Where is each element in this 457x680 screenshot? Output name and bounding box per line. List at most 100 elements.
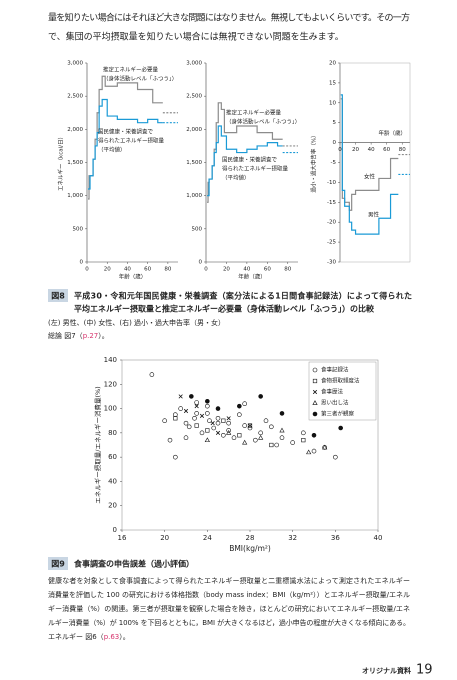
y-tick-label: 2,500 <box>67 94 83 100</box>
point <box>178 406 183 411</box>
y-axis-title: 過小・過大申告率（%） <box>310 132 318 192</box>
point <box>211 425 217 431</box>
x-tick-label: 80 <box>284 267 291 273</box>
page-link[interactable]: p.27 <box>83 332 99 340</box>
y-tick-label: 2,000 <box>67 127 83 133</box>
y-tick-label: 0 <box>113 526 117 534</box>
y-tick-label: 10 <box>329 100 336 106</box>
x-tick-label: 80 <box>399 147 406 153</box>
annotation: 女性 <box>364 173 376 181</box>
legend-marker <box>312 411 318 417</box>
point <box>338 425 343 431</box>
figure-label-box <box>48 289 68 302</box>
point <box>199 413 205 418</box>
annotation: 国民健康・栄養調査で <box>222 156 278 164</box>
y-tick-label: -30 <box>327 260 336 266</box>
y-tick-label: -10 <box>327 180 336 186</box>
x-tick-label: 20 <box>352 147 359 153</box>
point <box>269 424 274 430</box>
point <box>247 423 253 428</box>
figure-caption: 平成30・令和元年国民健康・栄養調査（案分法による1日間食事記録法）によって得ら… <box>74 291 412 301</box>
series-line <box>88 98 163 190</box>
figure-caption: 食事調査の申告誤差（過小評価） <box>74 559 194 569</box>
figure-ref: 総論 図7（p.27）。 <box>48 331 109 340</box>
point <box>194 404 199 409</box>
point <box>258 394 263 399</box>
y-tick-label: -15 <box>327 200 336 206</box>
y-tick-label: 3,000 <box>67 61 83 67</box>
x-tick-label: 20 <box>160 534 169 542</box>
legend-marker <box>312 378 318 384</box>
y-tick-label: 1,500 <box>67 160 83 166</box>
point <box>149 372 155 377</box>
y-tick-label: 140 <box>104 356 117 364</box>
y-tick-label: -25 <box>327 240 336 246</box>
point <box>194 411 199 416</box>
series-line <box>340 94 399 235</box>
point <box>186 424 192 430</box>
point <box>231 435 237 441</box>
point <box>247 423 253 428</box>
point <box>237 412 242 417</box>
point <box>194 400 199 405</box>
x-axis-title: 年齢（歳） <box>378 129 406 137</box>
legend-box <box>308 361 377 421</box>
paragraph-line: 量を知りたい場合にはそれほど大きな問題にはなりません。無視してもよいくらいです。… <box>48 12 410 24</box>
point <box>279 427 285 433</box>
point <box>183 408 189 414</box>
x-tick-label: 60 <box>383 147 390 153</box>
point <box>215 420 221 426</box>
point <box>210 421 215 426</box>
legend-label: 食事歴法 <box>321 388 344 396</box>
paragraph-line: 消費量を評価した 100 の研究における体格指数（body mass index… <box>48 590 410 599</box>
legend-label: 食物摂取頻度法 <box>321 377 360 385</box>
x-tick-label: 24 <box>203 534 212 542</box>
point <box>311 448 317 454</box>
y-tick-label: 1,000 <box>67 193 83 199</box>
annotation: 得られたエネルギー摂取量 <box>222 165 289 173</box>
point <box>215 415 221 421</box>
annotation: 国民健康・栄養調査で <box>98 128 154 136</box>
point <box>215 406 221 411</box>
figure-caption: 平均エネルギー摂取量と推定エネルギー必要量（身体活動レベル「ふつう」）の比較 <box>74 304 375 314</box>
page-number: 19 <box>416 663 433 678</box>
point <box>221 418 226 423</box>
point <box>221 432 226 438</box>
y-tick-label: 0 <box>80 260 84 266</box>
annotation: 得られたエネルギー摂取量 <box>98 137 165 145</box>
figure-ref: エネルギー 図6（p.63）。 <box>48 633 130 641</box>
x-tick-label: 16 <box>118 534 127 542</box>
y-tick-label: 500 <box>192 226 203 232</box>
point <box>183 435 189 441</box>
plot-frame <box>339 62 411 263</box>
page-link[interactable]: p.63 <box>104 633 120 641</box>
paragraph-line: ギー消費量（%）の関連。第三者が摂取量を観察した場合を除き，ほとんどの研究におい… <box>48 604 410 613</box>
y-tick-label: 2,000 <box>186 127 202 133</box>
annotation: （平均値） <box>222 174 250 182</box>
figure-label: 図8 <box>51 292 65 301</box>
y-tick-label: -20 <box>327 220 336 226</box>
point <box>173 412 178 417</box>
figure-subcaption: (左) 男性、(中) 女性、(右) 過小・過大申告率（男・女） <box>48 318 225 327</box>
x-tick-label: 40 <box>243 267 250 273</box>
x-tick-label: 28 <box>246 534 255 542</box>
x-tick-label: 0 <box>85 267 89 273</box>
paragraph-line: ルギー消費量（%）が 100% を下回るとともに，BMI が大きくなるほど，過小… <box>48 618 410 627</box>
legend-label: 第三者が観察 <box>321 410 355 418</box>
ref-text: ）。 <box>98 332 109 340</box>
point <box>226 420 231 426</box>
point <box>301 430 306 436</box>
point <box>242 439 248 445</box>
x-tick-label: 60 <box>264 267 271 273</box>
legend-marker <box>312 400 318 405</box>
ref-text: エネルギー 図6（ <box>48 633 104 641</box>
point <box>322 444 328 450</box>
y-tick-label: 0 <box>199 260 203 266</box>
y-tick-label: 3,000 <box>186 61 202 67</box>
annotation: （身体活動レベル「ふつう」） <box>226 118 300 126</box>
point <box>205 411 210 416</box>
paragraph-line: で、集団の平均摂取量を知りたい場合には無視できない問題を生みます。 <box>48 31 344 43</box>
point <box>194 423 199 428</box>
point <box>204 437 210 443</box>
